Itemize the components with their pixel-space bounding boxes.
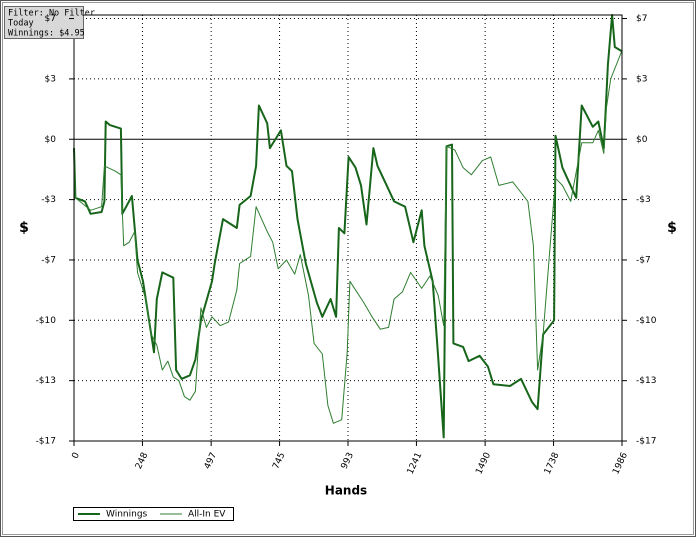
y2-tick-label: -$10 (636, 316, 657, 326)
y2-tick-label: -$13 (636, 376, 656, 386)
series-line (73, 14, 623, 439)
legend-label: Winnings (106, 510, 148, 520)
x-axis-label: Hands (325, 484, 367, 498)
y-tick-label: $7 (45, 14, 56, 24)
series-line (73, 50, 623, 424)
y-tick-label: -$10 (36, 316, 57, 326)
info-line: Filter: No Filter (8, 9, 95, 19)
legend-label: All-In EV (188, 510, 226, 520)
y-tick-label: -$3 (41, 195, 56, 205)
x-tick-label: 0 (70, 451, 82, 461)
legend-box (73, 507, 234, 521)
y2-tick-label: $3 (636, 74, 647, 84)
info-line: Winnings: $4.95 (8, 29, 85, 39)
y2-tick-label: $7 (636, 14, 647, 24)
info-line: Today (8, 19, 34, 29)
info-box: Filter: No Filter Today Winnings: $4.95 (4, 6, 95, 39)
plot-area (73, 14, 623, 442)
y2-tick-label: -$17 (636, 437, 656, 447)
legend: Winnings All-In EV (73, 507, 234, 521)
y-axis-label: $ (19, 220, 29, 236)
info-box-bg (4, 6, 84, 39)
y-tick-label: $0 (45, 135, 57, 145)
y2-tick-label: -$3 (636, 195, 651, 205)
y-tick-label: $3 (45, 74, 56, 84)
y2-tick-label: -$7 (636, 255, 651, 265)
y-tick-label: -$17 (36, 437, 56, 447)
y-tick-label: -$13 (36, 376, 56, 386)
y2-tick-label: $0 (636, 135, 648, 145)
y2-axis-label: $ (667, 220, 677, 236)
y-tick-label: -$7 (41, 255, 56, 265)
